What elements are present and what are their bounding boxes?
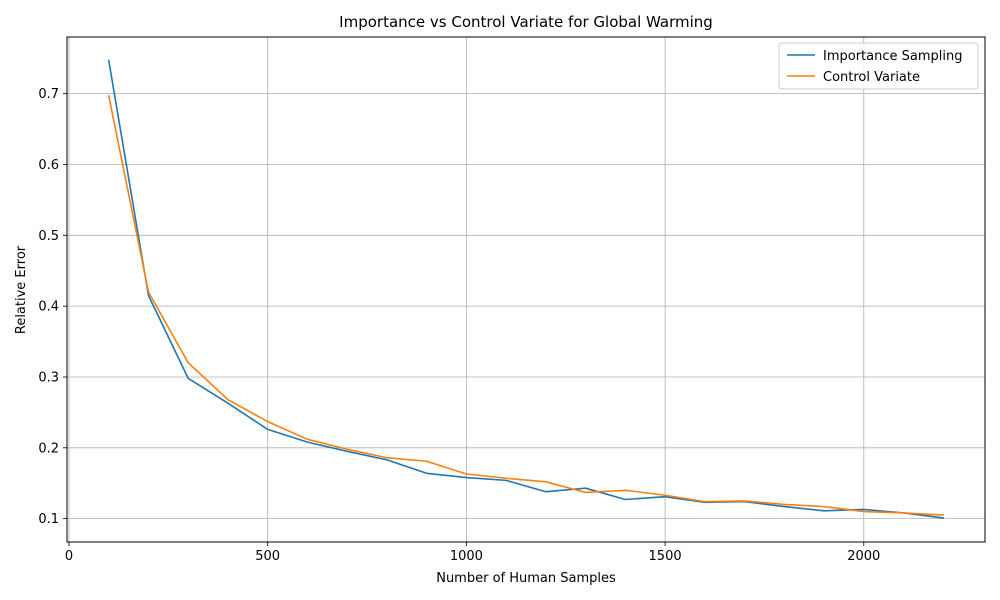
series-lines — [107, 59, 945, 519]
x-axis: 0 500 1000 1500 2000 — [65, 542, 880, 564]
plot-area-frame — [66, 36, 986, 543]
y-tick-label: 0.4 — [38, 300, 59, 315]
x-tick-label: 1500 — [649, 549, 682, 564]
y-tick-label: 0.1 — [38, 512, 59, 527]
x-tick-label: 2000 — [847, 549, 880, 564]
x-tick-label: 0 — [65, 549, 73, 564]
x-tick-label: 1000 — [450, 549, 483, 564]
legend-box — [778, 42, 979, 90]
legend-label-importance-sampling: Importance Sampling — [823, 49, 962, 64]
x-axis-label: Number of Human Samples — [436, 571, 616, 586]
series-line-importance-sampling — [107, 59, 945, 519]
y-tick-label: 0.7 — [38, 87, 59, 102]
y-tick-label: 0.5 — [38, 229, 59, 244]
legend: Importance Sampling Control Variate — [778, 42, 979, 90]
chart-title: Importance vs Control Variate for Global… — [339, 13, 713, 31]
series-line-control-variate — [107, 94, 945, 516]
grid — [67, 37, 985, 542]
y-tick-label: 0.6 — [38, 158, 59, 173]
y-axis-label: Relative Error — [14, 245, 29, 334]
legend-label-control-variate: Control Variate — [823, 70, 920, 85]
y-axis: 0.1 0.2 0.3 0.4 0.5 0.6 0.7 — [38, 87, 67, 527]
y-tick-label: 0.3 — [38, 370, 59, 385]
y-tick-label: 0.2 — [38, 441, 59, 456]
x-tick-label: 500 — [255, 549, 280, 564]
